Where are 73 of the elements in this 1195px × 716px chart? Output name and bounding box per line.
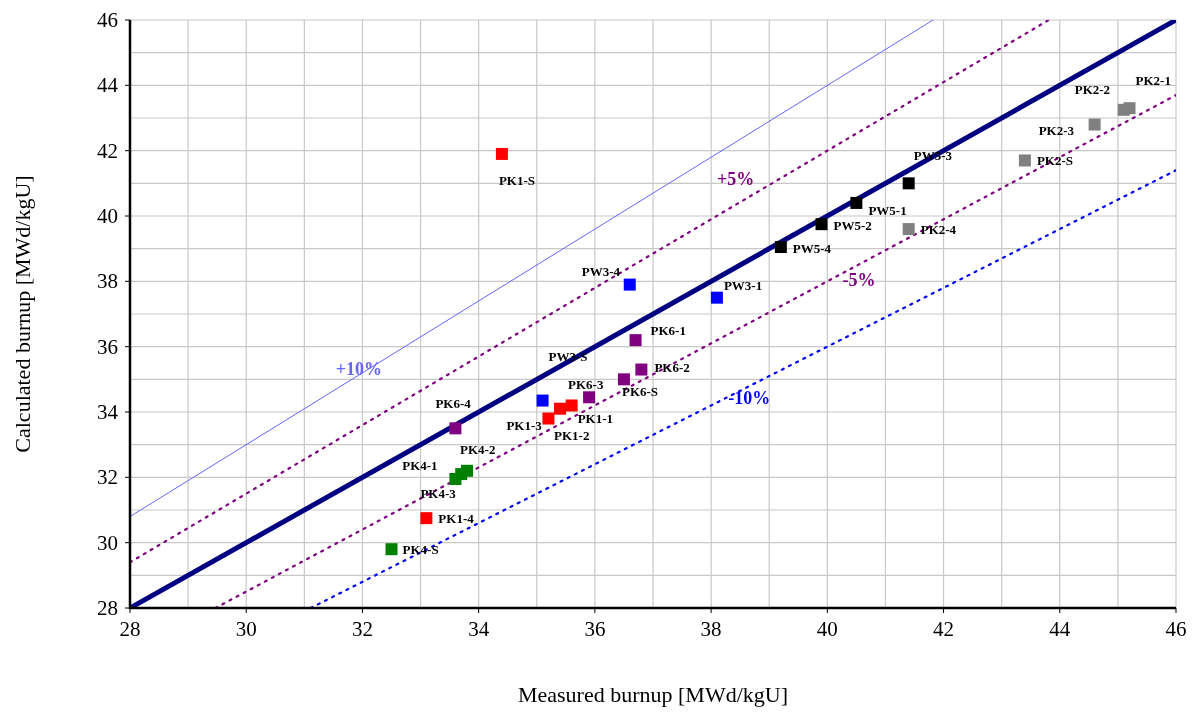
point [774, 241, 787, 254]
data-label: PW5-1 [868, 203, 907, 219]
point [565, 399, 578, 412]
data-label: PK1-3 [506, 418, 543, 434]
data-label: PK2-S [1036, 152, 1074, 168]
x-tick-label: 32 [351, 617, 373, 641]
series-label: -5% [842, 270, 876, 291]
x-axis-title: Measured burnup [MWd/kgU] [517, 682, 789, 707]
point [1117, 103, 1130, 116]
data-label: PK6-4 [435, 395, 472, 411]
point [420, 512, 433, 525]
point [617, 373, 630, 386]
point [815, 218, 828, 231]
point [461, 464, 474, 477]
point [1018, 154, 1031, 167]
point [902, 223, 915, 236]
x-tick-label: 38 [700, 617, 722, 641]
data-label: PW5-4 [792, 240, 832, 256]
point [542, 412, 555, 425]
y-tick-label: 40 [97, 204, 118, 228]
point [635, 363, 648, 376]
point [902, 177, 915, 190]
data-label: PK1-S [498, 173, 536, 189]
x-tick-label: 40 [816, 617, 838, 641]
y-tick-label: 38 [97, 269, 118, 294]
data-label: PK6-2 [654, 360, 690, 376]
data-label: PW3-1 [723, 278, 763, 294]
point [385, 543, 398, 556]
data-label: PK2-2 [1074, 82, 1111, 98]
data-label: PK6-1 [650, 322, 686, 338]
point [449, 422, 462, 435]
x-tick-label: 42 [933, 617, 955, 641]
x-tick-label: 46 [1165, 617, 1187, 641]
point [623, 278, 636, 291]
data-label: PK6-S [621, 383, 659, 399]
data-label: PK2-1 [1135, 72, 1171, 88]
y-tick-label: 36 [97, 334, 118, 359]
x-tick-label: 36 [584, 617, 606, 641]
point [1088, 118, 1101, 131]
point [710, 291, 723, 304]
data-label: PW5-2 [833, 217, 872, 233]
data-label: PK4-S [402, 541, 439, 557]
point [850, 196, 863, 209]
point [629, 334, 642, 347]
y-tick-label: 44 [97, 73, 119, 98]
series-label: -10% [728, 388, 771, 408]
data-label: PW3-4 [581, 264, 621, 280]
y-tick-label: 30 [97, 530, 118, 555]
point [536, 394, 549, 407]
data-label: PK4-2 [460, 442, 496, 458]
y-tick-label: 42 [97, 138, 118, 163]
data-label: PK2-4 [920, 221, 957, 237]
point [554, 402, 567, 415]
data-label: PK1-1 [577, 410, 614, 426]
point [583, 391, 596, 404]
data-label: PK4-3 [420, 486, 457, 502]
point [495, 147, 508, 160]
series-label: +5% [716, 168, 755, 189]
y-tick-label: 32 [97, 465, 118, 490]
data-label: PK6-3 [568, 376, 604, 392]
y-tick-label: 34 [97, 400, 119, 424]
data-label: PK4-1 [402, 457, 438, 473]
x-tick-label: 44 [1049, 617, 1071, 641]
x-tick-label: 30 [235, 617, 257, 641]
data-label: PK1-2 [554, 428, 590, 444]
data-label: PK1-4 [438, 510, 475, 526]
x-tick-label: 28 [119, 617, 141, 641]
point [449, 472, 462, 485]
data-label: PK2-3 [1038, 123, 1075, 139]
x-tick-label: 34 [468, 617, 490, 641]
y-tick-label: 46 [97, 8, 118, 32]
y-tick-label: 28 [97, 596, 118, 620]
y-axis-title: Calculated burnup [MWd/kgU] [10, 175, 35, 453]
